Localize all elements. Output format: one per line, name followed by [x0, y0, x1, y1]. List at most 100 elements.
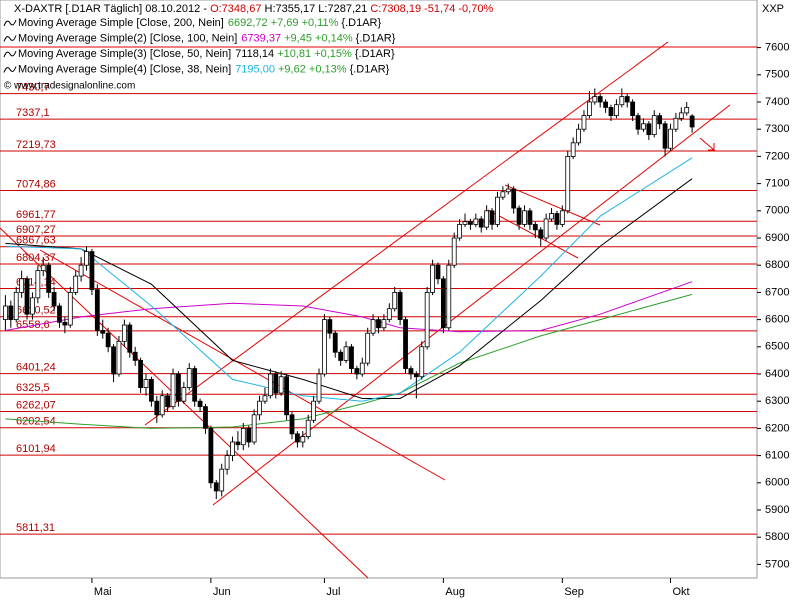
legend-last-label: 7118,14	[235, 48, 274, 60]
candle-body	[40, 264, 46, 272]
candle-body	[565, 155, 571, 212]
candle-body	[186, 368, 192, 388]
legend-icon	[3, 19, 17, 27]
y-tick-label: 7600	[765, 42, 789, 54]
candle-body	[608, 107, 614, 117]
candle-body	[13, 291, 19, 320]
candle-body	[603, 101, 608, 108]
candle-body	[181, 387, 187, 402]
candle-body	[581, 115, 587, 130]
candle-body	[300, 436, 306, 443]
candle-body	[170, 373, 176, 408]
candle-body	[376, 319, 381, 329]
y-tick-label: 7300	[765, 123, 789, 135]
candle-body	[614, 104, 619, 117]
legend-name: Moving Average Simple(2) [Close, 100, Ne…	[18, 32, 237, 44]
candle-body	[673, 117, 679, 130]
candle-body	[235, 441, 241, 446]
candle-body	[505, 188, 511, 193]
candle-body	[435, 264, 441, 280]
level-label: 6325,5	[16, 382, 50, 394]
header-instrument: X-DAXTR [.D1AR Täglich] 08.10.2012 -	[14, 3, 210, 15]
legend-last-label: 7195,00	[235, 63, 275, 75]
candle-body	[121, 324, 127, 342]
candle-body	[592, 96, 598, 103]
level-label: 6262,07	[16, 399, 56, 411]
legend-change: +7,69 +0,11%	[268, 17, 339, 29]
candle-body	[684, 107, 690, 114]
level-label: 7074,86	[16, 178, 56, 190]
y-tick-label: 6100	[765, 450, 789, 462]
x-tick-label: Jul	[326, 586, 340, 598]
candle-body	[570, 142, 576, 157]
candle-body	[8, 305, 14, 320]
candle-body	[457, 223, 463, 239]
candle-body	[462, 221, 468, 225]
candle-body	[500, 191, 506, 198]
candle-body	[549, 213, 554, 220]
header-close: C:7308,19 -51,74 -0,70%	[370, 3, 493, 15]
y-tick-label: 6500	[765, 341, 789, 353]
candle-body	[365, 332, 371, 364]
y-tick-label: 7400	[765, 96, 789, 108]
candle-body	[305, 419, 311, 437]
level-label: 6867,63	[16, 235, 56, 247]
level-label: 6961,77	[16, 209, 56, 221]
level-label: 6558,6	[16, 319, 50, 331]
candle-body	[668, 128, 673, 149]
candle-body	[473, 218, 479, 225]
y-tick-label: 6700	[765, 286, 789, 298]
legend-suffix: {.D1AR}	[352, 48, 395, 60]
candle-body	[349, 346, 354, 369]
y-tick-label: 5900	[765, 504, 789, 516]
y-tick-label: 7100	[765, 178, 789, 190]
candle-body	[138, 359, 143, 388]
arrow	[699, 137, 716, 151]
candle-body	[338, 351, 344, 361]
legend-last-label: 6739,37	[241, 32, 281, 44]
candle-body	[619, 96, 625, 106]
legend-icon	[3, 50, 17, 58]
candle-body	[73, 275, 79, 293]
candle-body	[527, 210, 533, 225]
level-label: 7430,7	[16, 82, 50, 94]
legend-icon	[3, 66, 17, 73]
candle-body	[489, 210, 495, 225]
candle-body	[354, 368, 360, 375]
x-tick-label: Okt	[672, 586, 689, 598]
candle-body	[197, 400, 203, 408]
candle-body	[219, 468, 225, 492]
candle-body	[511, 188, 517, 209]
candle-body	[322, 319, 327, 375]
y-tick-label: 7000	[765, 205, 789, 217]
candle-body	[408, 368, 414, 375]
moving-average	[5, 293, 693, 429]
candle-body	[159, 395, 165, 416]
candle-body	[116, 340, 122, 375]
candle-body	[370, 319, 376, 334]
x-tick-label: Aug	[445, 586, 465, 598]
y-tick-label: 6600	[765, 314, 789, 326]
candle-body	[543, 218, 549, 239]
y-tick-label: 6800	[765, 259, 789, 271]
candle-body	[440, 278, 446, 329]
candle-body	[397, 291, 403, 320]
candle-body	[30, 297, 35, 315]
candle-body	[359, 362, 365, 375]
candle-body	[46, 264, 52, 293]
candle-body	[246, 427, 252, 443]
level-label: 6804,37	[16, 252, 56, 264]
candle-body	[381, 319, 387, 329]
candle-body	[641, 123, 646, 130]
candle-body	[597, 96, 603, 103]
candle-body	[403, 319, 408, 369]
candle-body	[419, 346, 425, 378]
trend-line	[144, 41, 669, 426]
candle-body	[662, 123, 668, 149]
candle-body	[316, 373, 322, 402]
candle-body	[78, 264, 84, 277]
candle-body	[213, 482, 219, 492]
header-hl: H:7355,17 L:7287,21	[261, 3, 370, 15]
y-tick-label: 7200	[765, 150, 789, 162]
candle-body	[19, 278, 25, 293]
